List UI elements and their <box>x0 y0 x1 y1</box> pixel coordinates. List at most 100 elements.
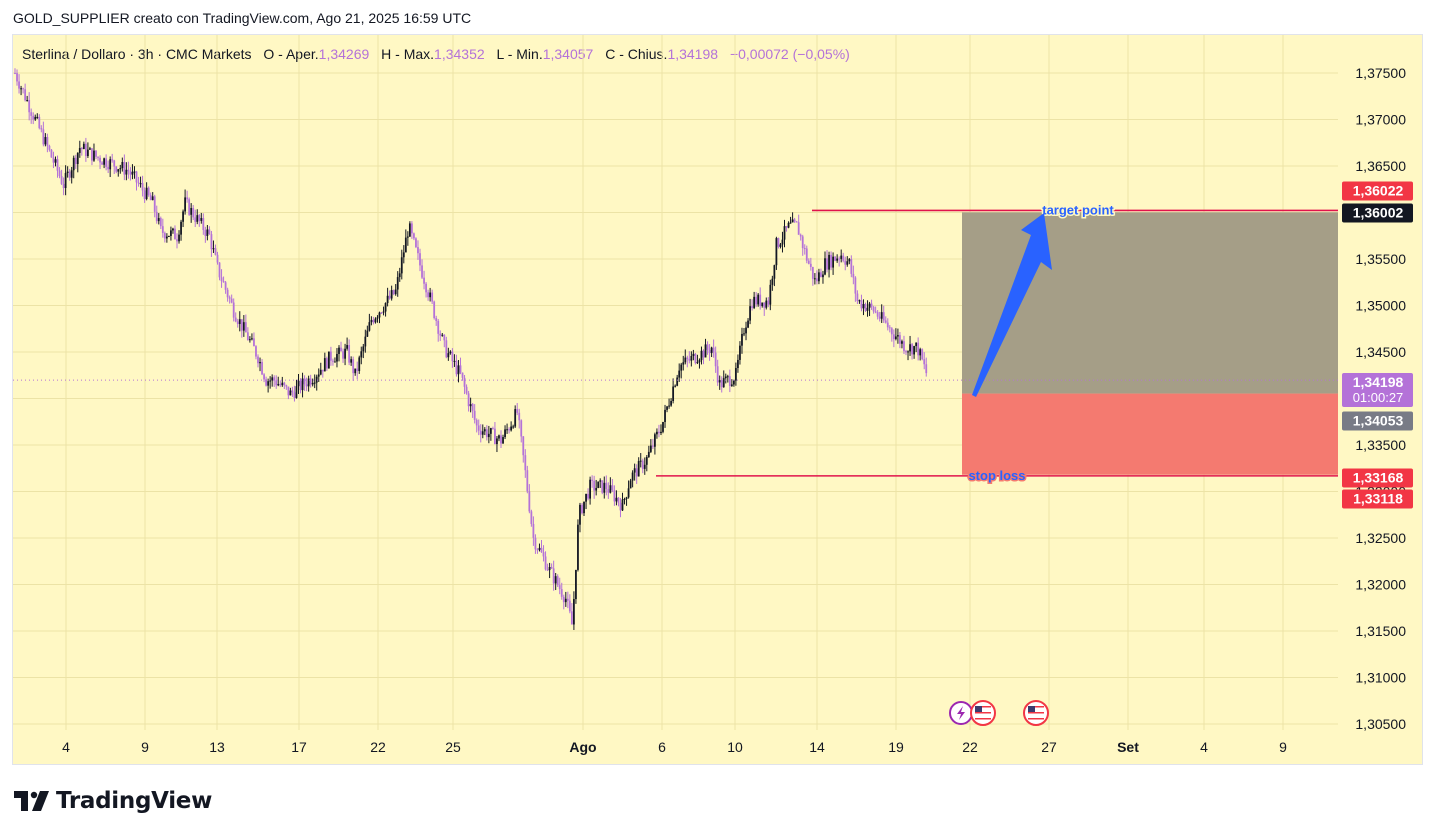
candle-body <box>22 88 24 90</box>
candle <box>512 424 515 429</box>
candle <box>232 298 235 322</box>
candle-body <box>844 260 847 265</box>
candle <box>785 225 788 232</box>
candle-body <box>415 238 417 248</box>
candle <box>20 85 22 96</box>
candle-body <box>886 322 889 328</box>
candle <box>894 328 897 341</box>
candle <box>155 205 158 224</box>
candle <box>696 354 699 365</box>
candle-body <box>155 211 158 222</box>
candle <box>123 154 126 181</box>
candle-body <box>386 295 389 304</box>
candle <box>700 346 703 365</box>
candle <box>647 445 650 458</box>
candle-body <box>16 73 18 82</box>
candle <box>117 168 120 177</box>
candle <box>402 245 405 264</box>
candle-body <box>538 547 541 550</box>
candle-body <box>919 349 922 356</box>
candle <box>396 271 399 297</box>
candle <box>771 275 774 291</box>
candle <box>799 233 802 241</box>
candle-body <box>299 380 302 391</box>
candle <box>411 221 413 239</box>
candle <box>378 311 381 324</box>
candle <box>656 428 658 439</box>
candle-body <box>194 217 197 222</box>
price-label-text: 1,34053 <box>1353 413 1404 429</box>
candle <box>872 305 875 314</box>
candle <box>730 379 733 387</box>
candle <box>913 345 915 359</box>
candle-body <box>694 353 697 363</box>
candle-body <box>325 358 328 369</box>
candle-body <box>408 223 411 237</box>
candle-body <box>340 347 342 352</box>
candle <box>793 217 796 223</box>
candle <box>246 327 249 341</box>
candle <box>615 490 618 506</box>
candle <box>18 74 20 94</box>
candle <box>552 560 555 591</box>
candle <box>76 152 79 173</box>
candle-body <box>897 335 899 337</box>
flag-canton <box>1028 706 1035 712</box>
tradingview-logo[interactable]: TradingView <box>14 788 212 814</box>
candle <box>637 457 640 477</box>
candle-body <box>520 420 523 437</box>
candle-body <box>163 232 166 239</box>
candle <box>352 356 355 381</box>
candle <box>443 334 446 348</box>
candle-body <box>506 429 508 431</box>
candle-body <box>824 258 826 275</box>
candle-body <box>838 258 841 260</box>
candle <box>878 311 881 322</box>
candle-body <box>89 148 91 150</box>
candle <box>611 479 614 493</box>
candle-body <box>356 368 359 372</box>
candle <box>546 563 549 572</box>
candle-body <box>249 339 251 341</box>
candle <box>473 404 476 424</box>
candle-body <box>421 265 423 278</box>
candle-body <box>836 258 839 261</box>
candle <box>858 299 861 304</box>
candle-body <box>143 190 146 200</box>
candle <box>267 378 270 393</box>
candle <box>449 350 452 355</box>
candle <box>273 375 276 387</box>
candle <box>178 230 180 244</box>
candle <box>651 438 654 450</box>
candle <box>763 302 766 316</box>
candle-body <box>710 347 713 354</box>
candle <box>277 376 280 387</box>
candle-body <box>137 182 140 184</box>
candle <box>176 233 178 249</box>
candle <box>706 341 709 355</box>
flag-stripe <box>1028 718 1044 720</box>
candle <box>206 225 209 241</box>
candle-body <box>459 365 462 373</box>
candle-body <box>728 376 731 386</box>
candle <box>342 348 344 363</box>
candle-body <box>876 312 879 317</box>
candle-body <box>263 374 265 380</box>
candle-body <box>352 359 355 374</box>
candle <box>131 164 134 180</box>
candle-body <box>18 81 20 89</box>
candle <box>386 287 389 307</box>
candle <box>22 87 24 94</box>
candle <box>348 339 351 366</box>
candle-body <box>591 479 594 481</box>
candle <box>617 497 620 507</box>
candle <box>327 351 330 369</box>
candle <box>649 439 652 454</box>
candle-body <box>781 239 784 245</box>
flag-stripe <box>1028 709 1044 711</box>
candle <box>702 349 705 365</box>
candle <box>743 327 745 337</box>
candle-body <box>285 385 288 387</box>
candle-body <box>390 290 393 299</box>
